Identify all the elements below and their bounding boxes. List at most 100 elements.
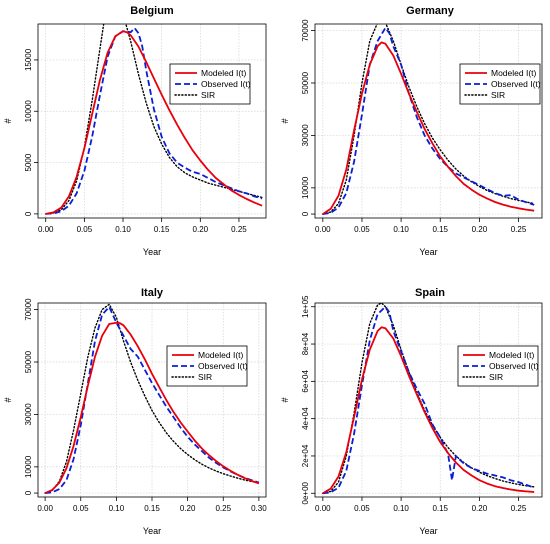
y-axis-label: # bbox=[280, 397, 290, 402]
chart-panel-italy: Italy 0.00 0.05 0.10 0.15 0.20 0.25 0.30 0 10000 3… bbox=[3, 287, 267, 536]
x-axis-label: Year bbox=[143, 247, 161, 257]
x-tick-label: 0.10 bbox=[393, 225, 409, 234]
plot-frame bbox=[314, 23, 543, 219]
y-tick-label: 8e+04 bbox=[301, 332, 310, 355]
y-tick-label: 70000 bbox=[24, 298, 33, 321]
y-tick-label: 10000 bbox=[24, 100, 33, 123]
legend-box bbox=[166, 345, 248, 387]
x-tick-label: 0.15 bbox=[432, 504, 448, 513]
chart-title: Belgium bbox=[130, 5, 174, 17]
x-tick-label: 0.15 bbox=[144, 504, 160, 513]
x-tick-label: 0.20 bbox=[180, 504, 196, 513]
series-line-dotted bbox=[44, 303, 260, 494]
x-tick-label: 0.10 bbox=[393, 504, 409, 513]
legend-box bbox=[169, 63, 251, 105]
x-tick-label: 0.00 bbox=[38, 225, 54, 234]
chart-panel-spain: Spain 0.00 0.05 0.10 0.15 0.20 0.25 0e+00 2e+04 4… bbox=[280, 287, 543, 536]
x-tick-label: 0.15 bbox=[432, 225, 448, 234]
x-tick-label: 0.30 bbox=[251, 504, 267, 513]
chart-title: Spain bbox=[415, 287, 445, 299]
y-tick-label: 50000 bbox=[24, 350, 33, 373]
x-tick-label: 0.25 bbox=[215, 504, 231, 513]
y-tick-label: 70000 bbox=[301, 19, 310, 42]
legend-entry: Modeled I(t) bbox=[489, 350, 535, 360]
legend-entry: SIR bbox=[201, 90, 215, 100]
series-line-dotted bbox=[322, 303, 535, 494]
legend-entry: Modeled I(t) bbox=[198, 350, 244, 360]
series-line-solid bbox=[322, 326, 535, 495]
x-tick-label: 0.05 bbox=[354, 225, 370, 234]
y-tick-label: 15000 bbox=[24, 48, 33, 71]
x-tick-label: 0.15 bbox=[154, 225, 170, 234]
series-line-solid bbox=[322, 41, 535, 215]
x-tick-label: 0.05 bbox=[77, 225, 93, 234]
legend-entry: Modeled I(t) bbox=[201, 68, 247, 78]
x-tick-label: 0.05 bbox=[73, 504, 89, 513]
x-tick-label: 0.25 bbox=[511, 504, 527, 513]
series-line-solid bbox=[45, 30, 263, 215]
plot-frame bbox=[37, 23, 267, 219]
series-line-dashed bbox=[45, 306, 260, 494]
legend-entry: SIR bbox=[491, 90, 505, 100]
x-axis-label: Year bbox=[419, 526, 437, 536]
x-axis-label: Year bbox=[143, 526, 161, 536]
plot-area bbox=[45, 24, 263, 215]
x-tick-label: 0.20 bbox=[472, 504, 488, 513]
x-tick-label: 0.25 bbox=[231, 225, 247, 234]
x-tick-label: 0.10 bbox=[115, 225, 131, 234]
legend-box bbox=[459, 63, 541, 105]
y-tick-label: 0 bbox=[24, 211, 33, 216]
legend: Modeled I(t)Observed I(t)SIR bbox=[166, 345, 248, 387]
legend-entry: SIR bbox=[198, 372, 212, 382]
y-tick-label: 50000 bbox=[301, 71, 310, 94]
x-axis-label: Year bbox=[419, 247, 437, 257]
y-tick-label: 5000 bbox=[24, 153, 33, 171]
x-tick-label: 0.20 bbox=[193, 225, 209, 234]
chart-title: Italy bbox=[141, 287, 164, 299]
plot-area bbox=[44, 303, 260, 494]
x-tick-label: 0.00 bbox=[315, 225, 331, 234]
x-tick-label: 0.10 bbox=[109, 504, 125, 513]
y-axis-label: # bbox=[3, 118, 13, 123]
y-axis-label: # bbox=[3, 397, 13, 402]
y-axis-label: # bbox=[280, 118, 290, 123]
legend: Modeled I(t)Observed I(t)SIR bbox=[459, 63, 541, 105]
x-tick-label: 0.20 bbox=[472, 225, 488, 234]
legend: Modeled I(t)Observed I(t)SIR bbox=[169, 63, 251, 105]
series-line-dashed bbox=[322, 27, 535, 215]
y-tick-label: 6e+04 bbox=[301, 370, 310, 393]
plot-area bbox=[322, 24, 535, 215]
series-line-dotted bbox=[322, 24, 535, 215]
legend: Modeled I(t)Observed I(t)SIR bbox=[457, 345, 539, 387]
series-line-dashed bbox=[322, 305, 535, 495]
y-tick-label: 30000 bbox=[24, 403, 33, 426]
x-tick-label: 0.00 bbox=[37, 504, 53, 513]
legend-entry: Observed I(t) bbox=[198, 361, 248, 371]
legend-entry: SIR bbox=[489, 372, 503, 382]
legend-box bbox=[457, 345, 539, 387]
x-tick-label: 0.05 bbox=[354, 504, 370, 513]
legend-entry: Observed I(t) bbox=[491, 79, 541, 89]
y-tick-label: 1e+05 bbox=[301, 295, 310, 318]
legend-entry: Observed I(t) bbox=[489, 361, 539, 371]
y-tick-label: 0 bbox=[24, 490, 33, 495]
chart-panel-belgium: Belgium 0.00 0.05 0.10 0.15 0.20 0.25 0 5000 1000… bbox=[3, 5, 267, 257]
y-tick-label: 2e+04 bbox=[301, 444, 310, 467]
plot-area bbox=[322, 303, 535, 495]
y-tick-label: 10000 bbox=[24, 455, 33, 478]
chart-panel-germany: Germany 0.00 0.05 0.10 0.15 0.20 0.25 0 10000 300… bbox=[280, 5, 543, 257]
plot-frame bbox=[314, 302, 543, 498]
y-tick-label: 0e+00 bbox=[301, 481, 310, 504]
y-tick-label: 4e+04 bbox=[301, 407, 310, 430]
x-tick-label: 0.25 bbox=[511, 225, 527, 234]
y-tick-label: 10000 bbox=[301, 176, 310, 199]
y-tick-label: 30000 bbox=[301, 124, 310, 147]
legend-entry: Observed I(t) bbox=[201, 79, 251, 89]
series-line-solid bbox=[44, 321, 260, 494]
legend-entry: Modeled I(t) bbox=[491, 68, 537, 78]
x-tick-label: 0.00 bbox=[315, 504, 331, 513]
y-tick-label: 0 bbox=[301, 211, 310, 216]
series-line-dashed bbox=[45, 27, 263, 215]
chart-title: Germany bbox=[406, 5, 455, 17]
